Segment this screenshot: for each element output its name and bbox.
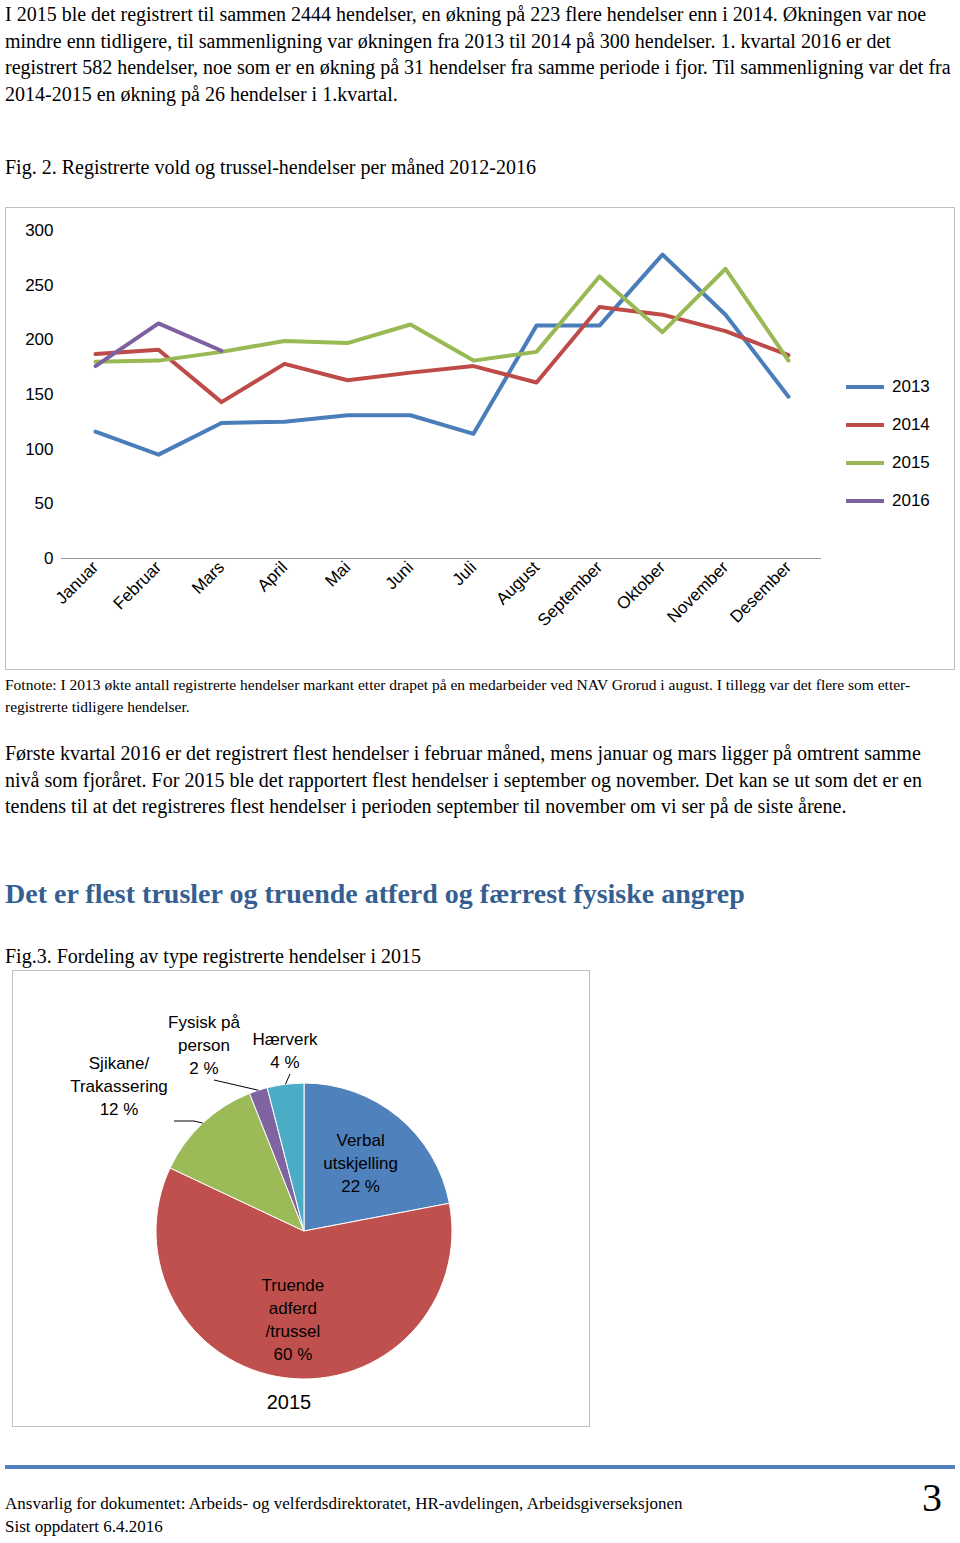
svg-text:100: 100 [25, 440, 53, 459]
svg-text:0: 0 [44, 549, 53, 568]
svg-text:Hærverk4 %: Hærverk4 % [252, 1030, 318, 1072]
html-text:2015: 2015 [892, 453, 930, 472]
html-text:Fig.3. Fordeling av type regis: Fig.3. Fordeling av type registrerte hen… [5, 945, 421, 967]
svg-text:Juni: Juni [382, 558, 417, 593]
svg-text:November: November [663, 558, 732, 627]
html-text:Fig. 2. Registrerte vold og tr: Fig. 2. Registrerte vold og trussel-hend… [5, 156, 536, 178]
svg-text:Juli: Juli [449, 558, 480, 589]
svg-text:Verbalutskjelling22 %: Verbalutskjelling22 % [323, 1131, 398, 1196]
html-text:I 2015 ble det registrert til: I 2015 ble det registrert til sammen 244… [5, 3, 951, 105]
html-text:2016: 2016 [892, 491, 930, 510]
html-text:2014: 2014 [892, 415, 930, 434]
svg-text:Januar: Januar [52, 558, 102, 608]
svg-text:August: August [492, 558, 543, 609]
svg-text:300: 300 [25, 221, 53, 240]
svg-text:250: 250 [25, 276, 53, 295]
html-text:Fotnote: I 2013 økte antall re: Fotnote: I 2013 økte antall registrerte … [5, 676, 911, 715]
svg-text:50: 50 [35, 494, 54, 513]
svg-text:Desember: Desember [726, 558, 795, 627]
html-text:Første kvartal 2016 er det reg: Første kvartal 2016 er det registrert fl… [5, 742, 922, 817]
html-text:Sist oppdatert 6.4.2016: Sist oppdatert 6.4.2016 [5, 1517, 163, 1536]
svg-text:Mai: Mai [321, 558, 354, 591]
svg-text:Mars: Mars [188, 558, 228, 598]
svg-text:2015: 2015 [267, 1391, 312, 1413]
svg-text:Fysisk påperson2 %: Fysisk påperson2 % [168, 1013, 240, 1078]
svg-text:Sjikane/Trakassering12 %: Sjikane/Trakassering12 % [70, 1054, 168, 1119]
html-text:Det er flest trusler og truend: Det er flest trusler og truende atferd o… [5, 878, 745, 909]
svg-text:April: April [254, 558, 291, 595]
svg-text:September: September [534, 558, 606, 630]
html-text:Ansvarlig for dokumentet: Arbe: Ansvarlig for dokumentet: Arbeids- og ve… [5, 1494, 683, 1513]
svg-text:Truendeadferd/trussel60 %: Truendeadferd/trussel60 % [262, 1276, 325, 1364]
svg-text:Oktober: Oktober [613, 558, 669, 614]
svg-text:200: 200 [25, 330, 53, 349]
html-text:2013: 2013 [892, 377, 930, 396]
svg-text:Februar: Februar [110, 558, 166, 614]
html-text:3: 3 [922, 1475, 942, 1520]
svg-text:150: 150 [25, 385, 53, 404]
